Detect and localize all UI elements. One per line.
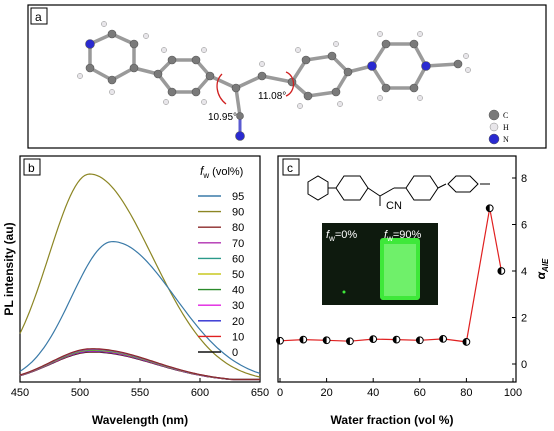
panel-b-x-axis: 450 500 550 600 650: [11, 378, 269, 399]
panel-c-y-tick-label: 2: [521, 313, 527, 325]
panel-c-x-tick-label: 0: [277, 387, 283, 399]
panel-b-x-tick-label: 650: [251, 387, 269, 399]
alpha-aie-point: [299, 335, 308, 344]
inset-label-90: fw=90%: [384, 229, 422, 243]
inset-speck: [342, 290, 346, 294]
torsion-angle-left: 10.95°: [208, 112, 237, 123]
legend-label-fw-0: 0: [232, 347, 238, 359]
panel-a-tag: a: [35, 10, 42, 24]
panel-a-tag-box: [30, 7, 48, 25]
panel-b-tag: b: [28, 161, 35, 175]
legend-label-fw-60: 60: [232, 253, 244, 265]
panel-b-x-tick-label: 450: [11, 387, 29, 399]
torsion-angle-right: 11.08°: [258, 91, 286, 102]
panel-b-x-title: Wavelength (nm): [92, 413, 188, 427]
legend-label-fw-70: 70: [232, 238, 244, 250]
inset-label-0: fw=0%: [326, 229, 357, 243]
panel-c-inset-photo: fw=0% fw=90%: [322, 223, 438, 305]
alpha-aie-point: [322, 336, 331, 345]
rotation-arrow-left: [216, 73, 227, 105]
panel-c-x-tick-label: 20: [320, 387, 332, 399]
panel-c-x-tick-label: 100: [504, 387, 522, 399]
atom-legend-h: H: [503, 123, 509, 132]
panel-a: a: [27, 4, 547, 149]
spectrum-fw-50: [19, 349, 260, 381]
spectrum-fw-80: [19, 348, 260, 381]
molecule-hydrogens: [77, 21, 471, 109]
panel-b-legend: fw (vol%) 95 90 80 70 60 50 40 30 20 10 0: [198, 164, 244, 359]
legend-label-fw-30: 30: [232, 300, 244, 312]
alpha-aie-point: [462, 338, 471, 346]
panel-b: b 450 500 550 600 650 fw (vol%) 959080706050…: [2, 155, 269, 427]
panel-c-frame: [277, 155, 517, 383]
alpha-aie-point: [439, 334, 448, 343]
rotation-arrow-right: [285, 71, 295, 97]
panel-c-cn-label: CN: [386, 200, 402, 212]
panel-c-axes: 0 20 40 60 80 100 0 2 4 6 8: [277, 173, 527, 399]
spectrum-fw-40: [19, 349, 260, 381]
atom-legend-n: N: [503, 135, 509, 144]
panel-b-legend-title: fw (vol%): [200, 164, 243, 180]
spectrum-fw-20: [19, 350, 260, 381]
molecule-atoms: [85, 29, 463, 141]
spectrum-fw-30: [19, 350, 260, 381]
legend-label-fw-95: 95: [232, 191, 244, 203]
alpha-aie-point: [346, 337, 354, 346]
panel-c-x-title: Water fraction (vol %): [331, 413, 454, 427]
panel-b-frame: [19, 155, 261, 383]
panel-b-curves: [19, 173, 261, 381]
molecule-bonds: [88, 32, 460, 118]
atom-legend-c: C: [503, 111, 508, 120]
panel-c-structure: [307, 175, 490, 206]
legend-label-fw-40: 40: [232, 285, 244, 297]
alpha-aie-point: [485, 204, 494, 213]
alpha-aie-point: [276, 336, 284, 345]
alpha-aie-point: [415, 336, 424, 345]
panel-c-x-tick-label: 60: [414, 387, 426, 399]
panel-a-frame: [27, 4, 547, 149]
atom-legend: C H N: [488, 109, 509, 145]
legend-label-fw-80: 80: [232, 222, 244, 234]
atom-legend-n-dot: [488, 133, 500, 145]
legend-label-fw-20: 20: [232, 316, 244, 328]
panel-c-tag: c: [287, 161, 293, 175]
panel-c-tag-box: [282, 158, 300, 176]
alpha-aie-point: [497, 267, 506, 275]
atom-legend-c-dot: [488, 109, 500, 121]
panel-b-x-tick-label: 550: [131, 387, 149, 399]
spectrum-fw-95: [19, 240, 261, 374]
panel-c-x-tick-label: 80: [460, 387, 472, 399]
panel-b-y-title: PL intensity (au): [2, 222, 16, 315]
spectrum-fw-90: [19, 173, 261, 378]
inset-vial-glow: [384, 244, 416, 296]
panel-c-y-title: αAIE: [534, 258, 550, 279]
panel-c-x-tick-label: 40: [367, 387, 379, 399]
legend-label-fw-10: 10: [232, 331, 244, 343]
panel-c: c CN fw=0% fw=90%: [276, 155, 550, 427]
panel-b-x-tick-label: 600: [191, 387, 209, 399]
spectrum-fw-10: [19, 350, 260, 381]
panel-c-series: [276, 204, 506, 346]
legend-label-fw-50: 50: [232, 269, 244, 281]
panel-b-tag-box: [23, 158, 41, 176]
legend-label-fw-90: 90: [232, 207, 244, 219]
spectrum-fw-0: [19, 351, 260, 381]
panel-c-y-tick-label: 8: [521, 173, 527, 185]
alpha-aie-point: [392, 335, 401, 344]
alpha-aie-point: [369, 335, 378, 344]
panel-c-y-tick-label: 0: [521, 359, 527, 371]
atom-legend-h-dot: [489, 122, 499, 132]
panel-b-x-tick-label: 500: [71, 387, 89, 399]
panel-c-y-tick-label: 4: [521, 266, 527, 278]
panel-c-y-tick-label: 6: [521, 220, 527, 232]
